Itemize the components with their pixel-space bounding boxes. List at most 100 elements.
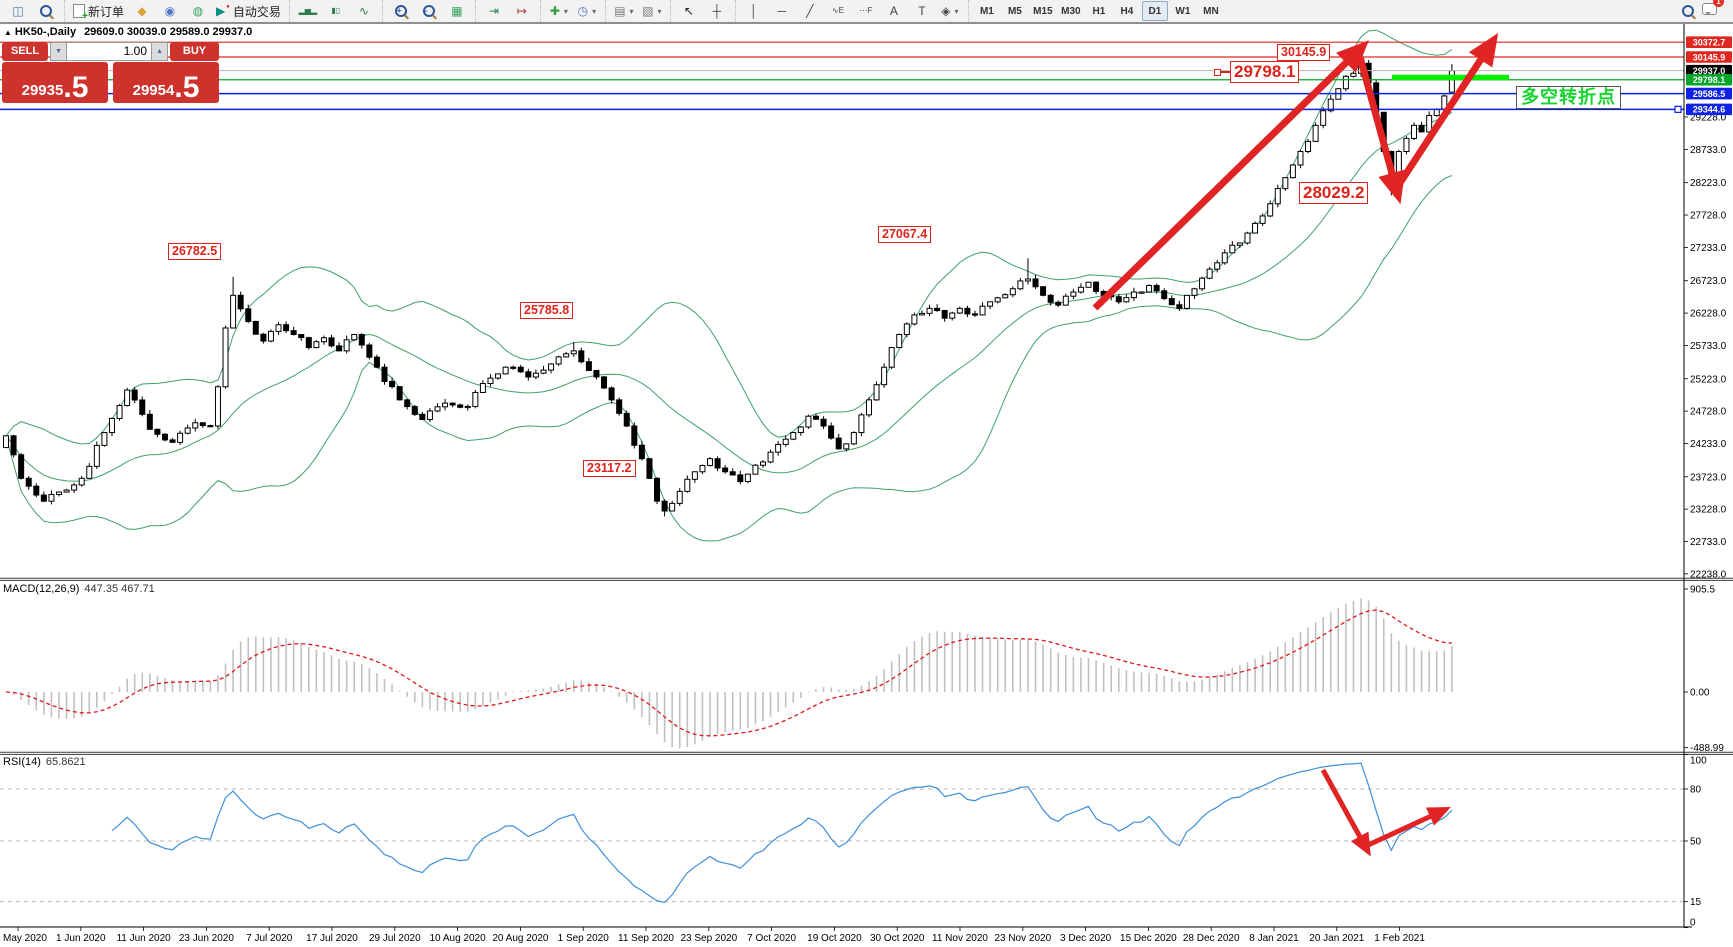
zoom-out-button[interactable]: -: [416, 1, 442, 21]
price-callout-label[interactable]: 28029.2: [1299, 182, 1369, 204]
tf-h1-button[interactable]: H1: [1086, 1, 1112, 21]
chart-window-button[interactable]: ◫: [5, 1, 31, 21]
toolbar-group: 新订单 ◆ ◉ ◍ ▶●自动交易: [64, 0, 289, 22]
price-callout-label[interactable]: 23117.2: [583, 460, 636, 477]
tf-d1-button[interactable]: D1: [1141, 1, 1168, 21]
main-chart-panel: [0, 29, 1684, 542]
tf-m15-label: M15: [1033, 5, 1053, 17]
candle-body: [207, 425, 214, 428]
tf-m15-button[interactable]: M15: [1030, 1, 1056, 21]
candle-body: [1009, 288, 1016, 296]
text-label-button[interactable]: T: [909, 1, 935, 21]
sell-price-dot: .: [63, 71, 72, 104]
buy-button[interactable]: BUY: [170, 42, 219, 61]
candle-body: [676, 490, 683, 504]
candle-body: [260, 333, 267, 342]
candle-body: [896, 334, 903, 349]
period-clock-icon: ◷: [577, 4, 589, 18]
crosshair-button[interactable]: ┼: [704, 1, 730, 21]
tf-m1-button[interactable]: M1: [974, 1, 1000, 21]
trend-arrow[interactable]: [1356, 56, 1406, 205]
new-order-button[interactable]: 新订单: [70, 1, 127, 22]
tf-h4-button[interactable]: H4: [1114, 1, 1140, 21]
navigator-button[interactable]: ◉: [157, 1, 183, 21]
auto-scroll-button[interactable]: ⇥: [481, 1, 507, 21]
profiles-icon: ▧: [642, 4, 654, 18]
candle-body: [911, 314, 918, 325]
rsi-trend-arrow[interactable]: [1320, 768, 1371, 857]
candlestick-chart-button[interactable]: ▮▯: [323, 1, 349, 21]
candle-body: [343, 339, 350, 352]
buy-price-button[interactable]: 29954. 5: [113, 62, 219, 103]
support-highlight-bar[interactable]: [1392, 74, 1509, 80]
macd-values: 447.35 467.71: [84, 583, 155, 595]
note-box[interactable]: 多空转折点: [1516, 86, 1621, 109]
price-callout-label[interactable]: 26782.5: [168, 243, 222, 260]
signals-button[interactable]: ◍: [185, 1, 211, 21]
chart-shift-button[interactable]: ↦: [509, 1, 535, 21]
candle-body: [790, 432, 797, 440]
price-callout-label[interactable]: 30145.9: [1277, 44, 1331, 61]
chevron-down-icon: ▾: [563, 6, 568, 16]
candle-body: [1305, 140, 1312, 153]
data-preview-button[interactable]: [33, 1, 59, 21]
chart-canvas[interactable]: 29228.0 28733.0 28223.0 27728.0 27233.0 26723…: [0, 22, 1733, 947]
line-chart-button[interactable]: ∿: [351, 1, 377, 21]
collapse-arrow-icon[interactable]: ▲: [4, 28, 12, 37]
cursor-button[interactable]: ↖: [676, 1, 702, 21]
price-callout-label[interactable]: 29798.1: [1230, 61, 1300, 83]
toolbar-group: ↖ ┼: [669, 0, 735, 22]
sell-button[interactable]: SELL: [2, 42, 49, 61]
candle-body: [540, 369, 547, 374]
candle-body: [184, 427, 191, 434]
auto-trading-button[interactable]: ▶ ● 自动交易: [213, 1, 284, 21]
candle-body: [1055, 301, 1062, 306]
equidistant-channel-button[interactable]: ∿E: [825, 1, 851, 21]
text-button[interactable]: A: [881, 1, 907, 21]
market-watch-button[interactable]: ◆: [129, 1, 155, 21]
candle-body: [214, 386, 221, 427]
candle-body: [434, 406, 441, 412]
tf-m5-button[interactable]: M5: [1002, 1, 1028, 21]
trendline-button[interactable]: ╱: [797, 1, 823, 21]
trend-arrow[interactable]: [1395, 32, 1499, 188]
volume-up-icon[interactable]: ▲: [151, 42, 169, 61]
price-callout-label[interactable]: 25785.8: [520, 302, 574, 319]
candle-body: [396, 386, 403, 401]
candle-body: [1259, 215, 1266, 224]
indicators-button[interactable]: ✚ ▾: [546, 1, 572, 21]
candle-body: [1047, 294, 1054, 303]
trend-arrow[interactable]: [1092, 40, 1370, 311]
rsi-trend-arrow[interactable]: [1364, 806, 1451, 849]
vertical-line-button[interactable]: │: [741, 1, 767, 21]
candle-body: [1282, 177, 1289, 190]
tf-w1-button[interactable]: W1: [1170, 1, 1196, 21]
search-icon[interactable]: [1682, 5, 1694, 17]
candle-body: [843, 443, 850, 450]
period-clock-button[interactable]: ◷ ▾: [574, 1, 600, 21]
tf-m5-label: M5: [1007, 5, 1022, 17]
candle-body: [1327, 98, 1334, 112]
bar-chart-button[interactable]: ▂▅▂: [295, 1, 321, 21]
arrows-tool-button[interactable]: ◈ ▾: [937, 1, 963, 21]
candle-body: [502, 366, 509, 375]
candle-body: [1077, 286, 1084, 293]
candle-body: [737, 474, 744, 483]
price-tick-label: 24233.0: [1690, 439, 1727, 450]
horizontal-line-button[interactable]: ─: [769, 1, 795, 21]
tf-m30-button[interactable]: M30: [1058, 1, 1084, 21]
line-handle[interactable]: [1674, 105, 1682, 113]
templates-button[interactable]: ▤ ▾: [611, 1, 637, 21]
tf-mn-button[interactable]: MN: [1198, 1, 1224, 21]
volume-field[interactable]: 1.00: [67, 42, 152, 61]
candle-body: [55, 491, 62, 495]
price-callout-label[interactable]: 27067.4: [878, 226, 932, 243]
tile-windows-button[interactable]: ▦: [444, 1, 470, 21]
notifications-button[interactable]: 1: [1702, 0, 1724, 20]
profiles-button[interactable]: ▧ ▾: [639, 1, 665, 21]
fibonacci-button[interactable]: ⋯F: [853, 1, 879, 21]
volume-down-icon[interactable]: ▼: [50, 42, 68, 61]
zoom-in-button[interactable]: +: [388, 1, 414, 21]
sell-price-button[interactable]: 29935. 5: [2, 62, 108, 103]
candle-body: [767, 451, 774, 463]
